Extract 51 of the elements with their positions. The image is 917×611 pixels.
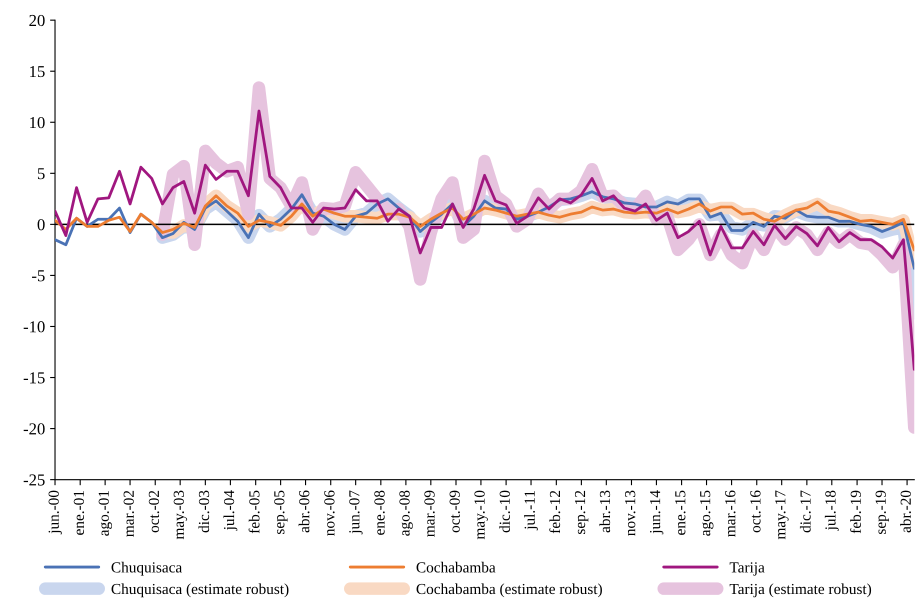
x-tick-label: sep.-19 xyxy=(876,490,889,534)
x-tick-label: jun.-00 xyxy=(48,490,62,534)
x-tick-label: oct.-09 xyxy=(450,490,460,532)
x-tick-label: feb.-19 xyxy=(850,490,861,534)
x-tick-label: ago.-01 xyxy=(98,490,112,536)
x-tick-label: ene.-08 xyxy=(374,490,385,535)
x-tick-label: jul.-04 xyxy=(223,490,238,531)
x-tick-label: sep.-12 xyxy=(574,490,588,534)
x-tick-label: dic.-03 xyxy=(198,490,210,532)
y-tick-label: 10 xyxy=(30,116,45,128)
x-tick-label: ene.-15 xyxy=(675,490,686,535)
y-tick-label: -20 xyxy=(24,423,45,435)
x-tick-label: mar.-02 xyxy=(124,490,134,537)
legend-label: Cochabamba xyxy=(416,562,496,573)
x-tick-label: jul.-18 xyxy=(824,490,839,531)
x-tick-label: nov.-06 xyxy=(324,490,335,536)
x-tick-label: mar.-16 xyxy=(725,490,736,537)
x-tick-label: dic.-10 xyxy=(499,490,510,532)
x-tick-label: jul.-11 xyxy=(524,490,538,530)
x-tick-label: abr.-20 xyxy=(900,490,911,532)
legend-label: Tarija (estimate robust) xyxy=(730,583,872,598)
x-tick-label: abr.-06 xyxy=(298,490,310,532)
y-tick-label: 20 xyxy=(29,14,45,26)
legend-label: Tarija xyxy=(730,562,765,576)
y-tick-label: -25 xyxy=(24,474,45,486)
y-tick-label: -10 xyxy=(24,321,45,332)
x-tick-label: may.-17 xyxy=(775,490,789,540)
x-tick-label: sep.-05 xyxy=(274,490,288,534)
x-tick-label: jun.-14 xyxy=(650,490,664,534)
y-tick-label: 5 xyxy=(38,168,45,180)
y-tick-label: -15 xyxy=(24,372,45,384)
legend-label: Chuquisaca xyxy=(112,562,182,576)
legend-label: Cochabamba (estimate robust) xyxy=(416,583,602,598)
x-tick-label: ago.-15 xyxy=(700,490,714,536)
y-tick-label: -5 xyxy=(32,270,45,282)
y-tick-label: 0 xyxy=(38,219,45,230)
x-tick-label: may.-03 xyxy=(174,490,188,540)
y-tick-label: 15 xyxy=(30,66,45,78)
x-tick-label: may.-10 xyxy=(474,490,488,540)
legend-label: Chuquisaca (estimate robust) xyxy=(112,583,288,598)
x-tick-label: feb.-05 xyxy=(248,490,260,534)
x-tick-label: nov.-13 xyxy=(625,490,636,536)
x-tick-label: abr.-13 xyxy=(599,490,610,532)
x-tick-label: ago.-08 xyxy=(399,490,413,536)
x-tick-label: dic.-17 xyxy=(800,490,811,532)
x-tick-label: oct.-16 xyxy=(750,490,761,532)
x-tick-label: jun.-07 xyxy=(349,490,363,534)
x-tick-label: mar.-09 xyxy=(424,490,435,537)
x-tick-label: oct.-02 xyxy=(148,490,160,532)
x-tick-label: feb.-12 xyxy=(549,490,560,534)
x-tick-label: ene.-01 xyxy=(74,490,84,535)
